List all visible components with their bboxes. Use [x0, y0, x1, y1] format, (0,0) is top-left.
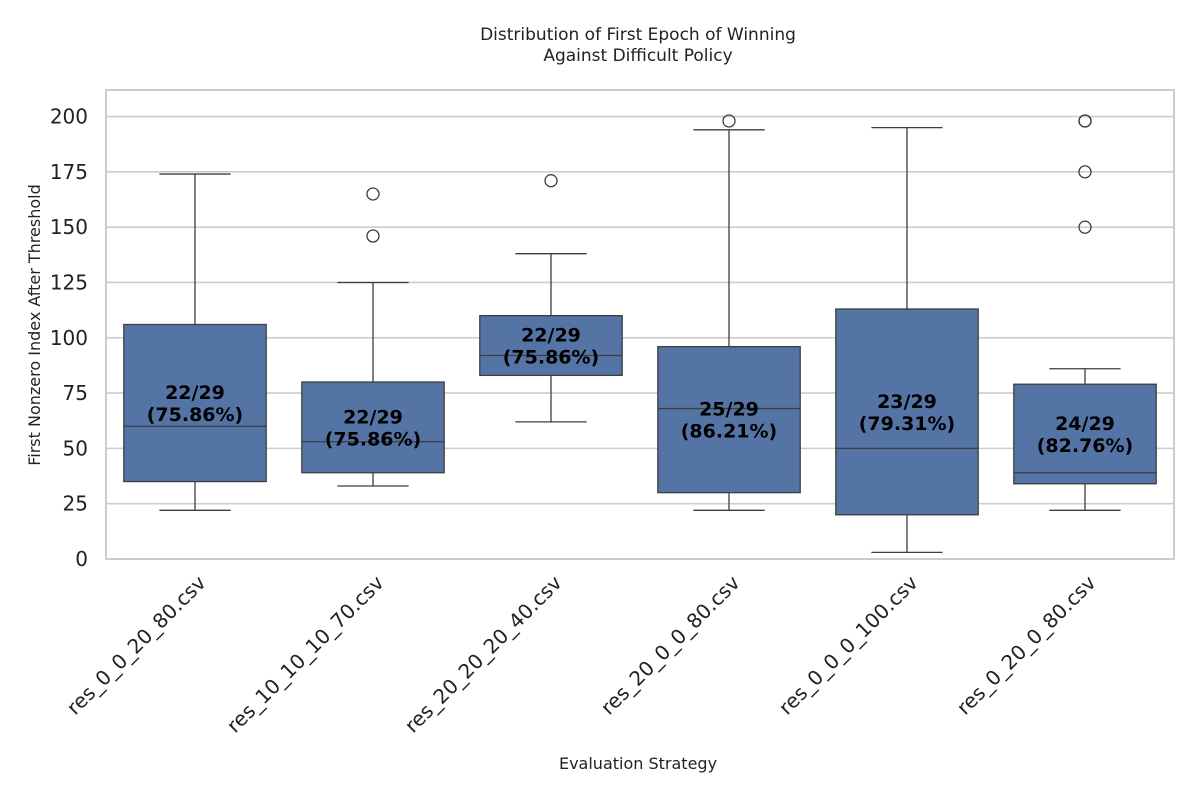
outlier-point: [544, 174, 558, 188]
title-line: Distribution of First Epoch of Winning: [480, 25, 796, 45]
box-4: 25/29(86.21%): [657, 114, 801, 511]
y-tick-label: 125: [50, 270, 88, 294]
y-tick-label: 0: [75, 547, 88, 571]
count-label: 25/29: [699, 399, 759, 421]
outlier-point: [722, 114, 736, 128]
box-1: 22/29(75.86%): [123, 173, 267, 511]
outlier-point: [366, 229, 380, 243]
y-tick-label: 200: [50, 105, 88, 129]
grid-lines: [106, 115, 1174, 560]
x-tick-label: res_10_10_10_70.csv: [222, 570, 389, 737]
iqr-box: [123, 323, 267, 483]
y-tick-label: 100: [50, 326, 88, 350]
count-label: 22/29: [165, 382, 225, 404]
outlier-point: [1078, 114, 1092, 128]
x-tick-labels: res_0_0_20_80.csv res_10_10_10_70.csv res_…: [62, 570, 1101, 737]
outlier-point: [366, 187, 380, 201]
chart-title: Distribution of First Epoch of WinningAg…: [480, 25, 796, 66]
boxes: 22/29(75.86%) 22/29(75.86%)22/29(75.86%)2…: [123, 114, 1157, 554]
iqr-box: [657, 345, 801, 494]
y-tick-label: 175: [50, 160, 88, 184]
count-label: (82.76%): [1037, 435, 1134, 457]
y-tick-label: 50: [63, 436, 88, 460]
count-label: (86.21%): [681, 421, 778, 443]
x-tick-label: res_20_20_20_40.csv: [400, 570, 567, 737]
x-tick-label: res_0_20_0_80.csv: [952, 570, 1101, 719]
y-tick-label: 150: [50, 215, 88, 239]
count-label: (75.86%): [325, 428, 422, 450]
count-label: (79.31%): [859, 413, 956, 435]
y-tick-label: 75: [63, 381, 88, 405]
title-line: Against Difficult Policy: [543, 46, 732, 66]
count-label: (75.86%): [503, 347, 600, 369]
outlier-point: [1078, 220, 1092, 234]
box-6: 24/29(82.76%): [1013, 114, 1157, 511]
outlier-point: [1078, 165, 1092, 179]
box-2: 22/29(75.86%): [301, 187, 445, 487]
y-tick-labels: 0 25 50 75 100 125 150 175 200: [50, 105, 88, 571]
count-label: 23/29: [877, 391, 937, 413]
count-label: 24/29: [1055, 413, 1115, 435]
box-5: 23/29(79.31%): [835, 126, 979, 554]
y-axis-label: First Nonzero Index After Threshold: [25, 184, 44, 466]
plot-frame: [105, 89, 1175, 560]
iqr-box: [1013, 383, 1157, 485]
count-label: 22/29: [521, 325, 581, 347]
box-3: 22/29(75.86%): [479, 174, 623, 423]
count-label: 22/29: [343, 406, 403, 428]
x-axis-label: Evaluation Strategy: [559, 754, 717, 773]
iqr-box: [835, 308, 979, 516]
iqr-box: [479, 315, 623, 377]
x-tick-label: res_0_0_0_100.csv: [774, 570, 923, 719]
y-tick-label: 25: [63, 492, 88, 516]
iqr-box: [301, 381, 445, 474]
x-tick-label: res_0_0_20_80.csv: [62, 570, 211, 719]
count-label: (75.86%): [147, 404, 244, 426]
x-tick-label: res_20_0_0_80.csv: [596, 570, 745, 719]
